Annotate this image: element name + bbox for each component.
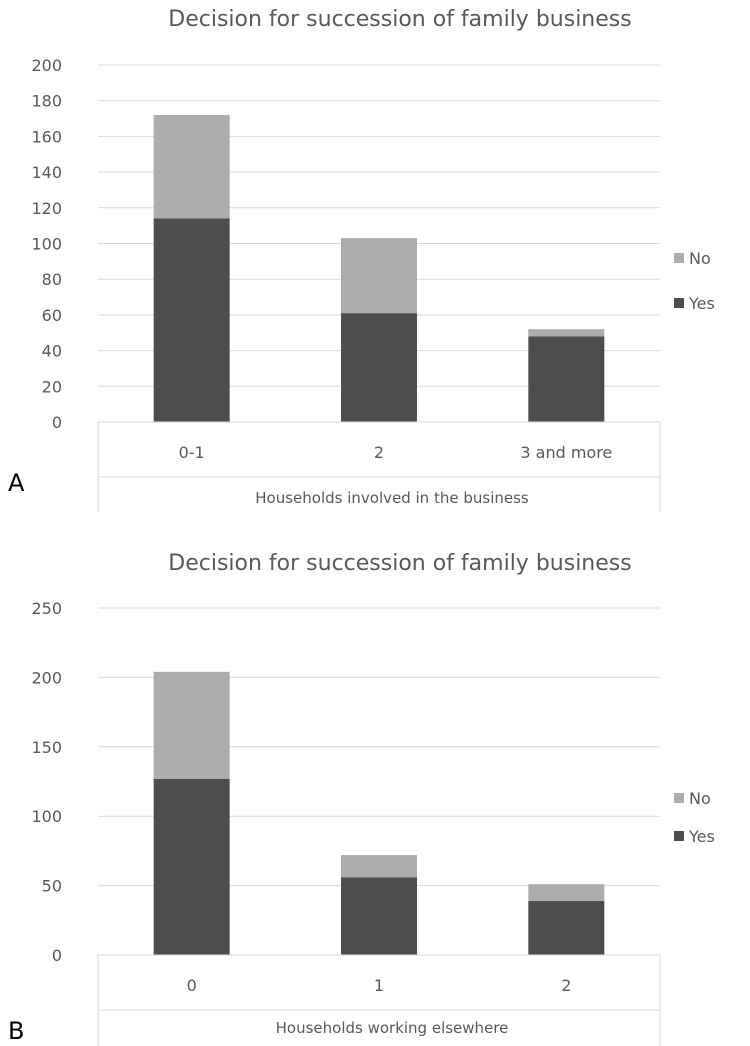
chart-a-y-tick-label: 120 <box>31 199 62 218</box>
chart-b-y-tick-label: 200 <box>31 668 62 687</box>
chart-b-bar-no-1 <box>341 855 417 878</box>
chart-b-category-label: 0 <box>187 976 197 995</box>
chart-b-legend-swatch-yes <box>674 831 684 841</box>
chart-b-bars <box>153 671 605 955</box>
chart-b-category-label: 1 <box>374 976 384 995</box>
chart-a-x-axis-title: Households involved in the business <box>255 489 529 507</box>
chart-a-y-tick-label: 0 <box>52 413 62 432</box>
chart-a-title: Decision for succession of family busine… <box>168 7 631 32</box>
chart-a-bar-no-0 <box>153 114 230 219</box>
chart-panel-b: Decision for succession of family busine… <box>0 520 750 1046</box>
chart-b-category-label: 2 <box>561 976 571 995</box>
chart-b-svg: Decision for succession of family busine… <box>8 551 715 1046</box>
chart-a-legend-swatch-no <box>674 253 684 263</box>
chart-b-y-tick-label: 250 <box>31 599 62 618</box>
chart-b-title: Decision for succession of family busine… <box>168 551 631 576</box>
chart-a-y-tick-label: 200 <box>31 56 62 75</box>
chart-b-y-tick-label: 100 <box>31 807 62 826</box>
chart-b-category-labels: 0 1 2 <box>187 976 572 995</box>
chart-b-y-tick-label: 50 <box>42 877 62 896</box>
chart-b-x-axis-title: Households working elsewhere <box>276 1019 509 1037</box>
chart-a-y-tick-label: 100 <box>31 235 62 254</box>
chart-a-category-labels: 0-1 2 3 and more <box>179 443 613 462</box>
chart-a-y-tick-label: 60 <box>42 306 62 325</box>
chart-a-y-ticks: 0 20 40 60 80 100 120 140 160 180 200 <box>31 56 62 432</box>
chart-b-bar-yes-2 <box>528 900 605 955</box>
chart-b-bar-no-2 <box>528 884 605 901</box>
chart-b-bar-no-0 <box>153 671 230 779</box>
chart-a-svg: Decision for succession of family busine… <box>8 7 715 512</box>
chart-a-legend-swatch-yes <box>674 298 684 308</box>
chart-b-bar-yes-0 <box>153 778 230 955</box>
chart-a-category-label: 3 and more <box>520 443 612 462</box>
chart-a-y-tick-label: 180 <box>31 92 62 111</box>
chart-b-legend-swatch-no <box>674 793 684 803</box>
chart-a-bars <box>153 114 605 422</box>
chart-a-legend-label-no: No <box>689 249 711 268</box>
chart-a-y-tick-label: 20 <box>42 377 62 396</box>
chart-a-y-tick-label: 140 <box>31 163 62 182</box>
chart-b-legend: No Yes <box>674 789 715 846</box>
chart-panel-a: Decision for succession of family busine… <box>0 0 750 520</box>
panel-label-b: B <box>8 1017 24 1045</box>
chart-b-y-ticks: 0 50 100 150 200 250 <box>31 599 62 965</box>
chart-a-y-tick-label: 40 <box>42 342 62 361</box>
chart-b-y-tick-label: 150 <box>31 738 62 757</box>
chart-b-category-frame <box>97 954 661 1046</box>
chart-b-y-tick-label: 0 <box>52 946 62 965</box>
chart-b-bar-yes-1 <box>341 877 417 955</box>
panel-label-a: A <box>8 469 25 497</box>
chart-a-bar-no-2 <box>528 329 605 337</box>
chart-a-y-tick-label: 80 <box>42 270 62 289</box>
chart-a-y-tick-label: 160 <box>31 127 62 146</box>
chart-a-category-label: 2 <box>374 443 384 462</box>
chart-a-category-frame <box>97 421 661 512</box>
chart-a-bar-no-1 <box>341 238 417 314</box>
chart-a-category-label: 0-1 <box>179 443 205 462</box>
chart-a-legend-label-yes: Yes <box>688 294 715 313</box>
chart-b-legend-label-no: No <box>689 789 711 808</box>
chart-a-bar-yes-0 <box>153 218 230 422</box>
chart-a-legend: No Yes <box>674 249 715 313</box>
chart-a-bar-yes-1 <box>341 313 417 422</box>
chart-b-legend-label-yes: Yes <box>688 827 715 846</box>
chart-a-bar-yes-2 <box>528 336 605 422</box>
